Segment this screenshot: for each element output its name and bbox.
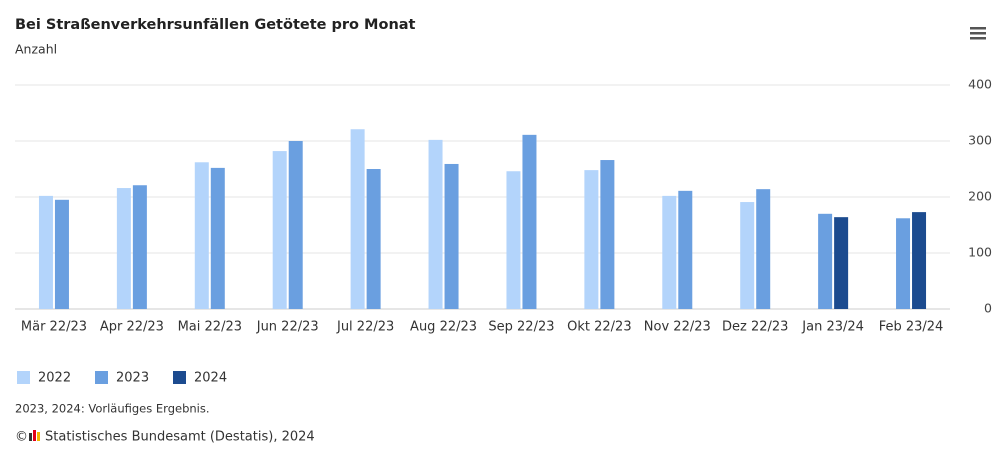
bar bbox=[756, 189, 771, 309]
x-tick-label: Jun 22/23 bbox=[256, 320, 319, 335]
x-tick-label: Dez 22/23 bbox=[722, 320, 788, 335]
bar bbox=[210, 167, 225, 309]
y-tick-label: 400 bbox=[968, 77, 992, 92]
x-tick-label: Okt 22/23 bbox=[567, 320, 631, 335]
bar bbox=[678, 190, 693, 309]
logo-bar bbox=[37, 432, 40, 441]
logo-bar bbox=[29, 433, 32, 441]
bar bbox=[740, 202, 755, 309]
bar bbox=[584, 170, 599, 309]
bar bbox=[522, 134, 537, 309]
x-tick-label: Nov 22/23 bbox=[644, 320, 711, 335]
bar bbox=[444, 163, 459, 309]
x-tick-label: Feb 23/24 bbox=[879, 320, 944, 335]
bar bbox=[428, 139, 443, 309]
x-tick-label: Mär 22/23 bbox=[21, 320, 87, 335]
legend-swatch bbox=[17, 371, 30, 384]
y-tick-label: 300 bbox=[968, 133, 992, 148]
bar bbox=[600, 160, 615, 309]
menu-button[interactable] bbox=[968, 24, 988, 42]
x-tick-label: Aug 22/23 bbox=[410, 320, 477, 335]
menu-bar bbox=[970, 32, 986, 35]
note: 2023, 2024: Vorläufiges Ergebnis. bbox=[15, 402, 210, 416]
logo-bar bbox=[33, 430, 36, 441]
x-tick-label: Jan 23/24 bbox=[801, 320, 864, 335]
bar bbox=[662, 195, 677, 309]
bar bbox=[54, 199, 69, 309]
copyright: © bbox=[15, 430, 28, 445]
logo bbox=[29, 430, 40, 441]
legend-label: 2022 bbox=[38, 371, 71, 386]
legend-swatch bbox=[173, 371, 186, 384]
chart-subtitle: Anzahl bbox=[15, 42, 57, 57]
bar bbox=[194, 162, 209, 309]
x-tick-label: Mai 22/23 bbox=[178, 320, 242, 335]
bar bbox=[38, 195, 53, 309]
legend-swatch bbox=[95, 371, 108, 384]
bar bbox=[366, 169, 381, 309]
bar bbox=[506, 171, 521, 309]
chart-title: Bei Straßenverkehrsunfällen Getötete pro… bbox=[15, 17, 416, 33]
bar bbox=[288, 141, 303, 309]
y-tick-label: 200 bbox=[968, 189, 992, 204]
legend-label: 2024 bbox=[194, 371, 227, 386]
bar bbox=[818, 213, 833, 309]
x-tick-label: Apr 22/23 bbox=[100, 320, 164, 335]
y-tick-label: 0 bbox=[984, 301, 992, 316]
bar bbox=[272, 151, 287, 309]
x-tick-label: Jul 22/23 bbox=[336, 320, 394, 335]
bar bbox=[912, 212, 927, 309]
menu-bar bbox=[970, 27, 986, 30]
y-tick-label: 100 bbox=[968, 245, 992, 260]
bar bbox=[834, 217, 849, 309]
bar bbox=[350, 129, 365, 309]
menu-bar bbox=[970, 37, 986, 40]
legend-label: 2023 bbox=[116, 371, 149, 386]
bar bbox=[896, 218, 911, 309]
bar bbox=[132, 185, 147, 309]
credits: Statistisches Bundesamt (Destatis), 2024 bbox=[45, 430, 315, 445]
bar bbox=[116, 188, 131, 309]
x-tick-label: Sep 22/23 bbox=[488, 320, 554, 335]
